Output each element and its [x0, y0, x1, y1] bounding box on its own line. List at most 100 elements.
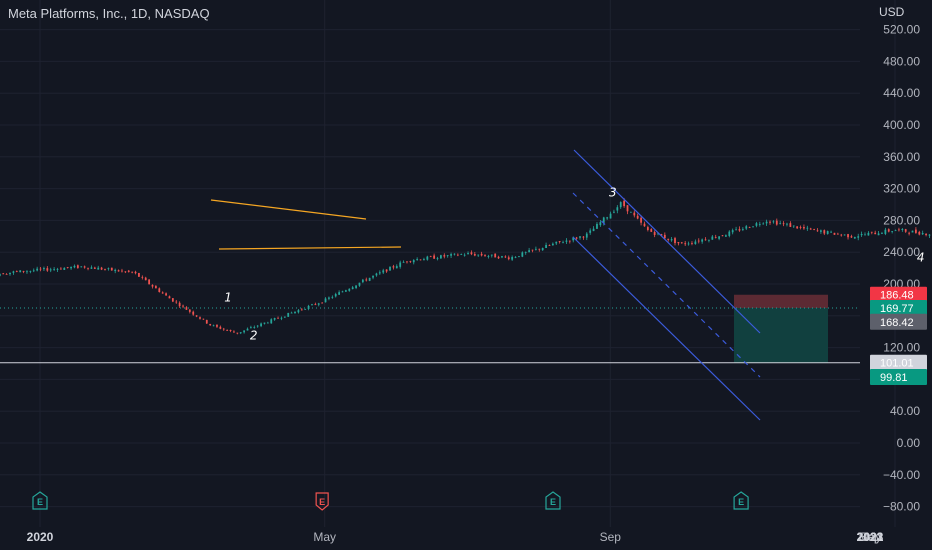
candle-body	[416, 259, 419, 261]
candle-body	[813, 229, 816, 230]
candle-body	[877, 233, 880, 236]
candle-body	[199, 317, 201, 319]
candle-body	[755, 223, 758, 226]
candle-body	[236, 332, 239, 334]
candle-body	[36, 268, 39, 271]
candle-body	[674, 238, 676, 244]
candle-body	[22, 270, 25, 272]
candle-body	[531, 249, 534, 251]
candle-body	[389, 266, 391, 271]
candle-body	[93, 267, 96, 269]
earnings-shape	[545, 491, 561, 510]
candle-body	[460, 254, 463, 256]
candle-body	[524, 252, 527, 253]
candle-body	[630, 211, 632, 213]
candle-body	[823, 230, 826, 234]
candle-body	[263, 322, 266, 324]
candle-body	[117, 270, 120, 272]
earnings-icon[interactable]: E	[545, 491, 561, 510]
candle-body	[151, 284, 154, 287]
candle-body	[504, 256, 507, 258]
candle-body	[205, 319, 208, 324]
candle-body	[406, 261, 408, 263]
candle-body	[541, 248, 544, 251]
candle-body	[216, 324, 218, 327]
candle-body	[395, 266, 398, 269]
candle-body	[908, 232, 911, 234]
earnings-icon[interactable]: E	[32, 491, 48, 510]
candle-body	[745, 226, 748, 229]
candle-body	[843, 234, 846, 236]
candle-body	[704, 239, 707, 241]
candle-body	[633, 212, 636, 216]
candle-body	[535, 248, 537, 250]
y-tick-label: 360.00	[883, 150, 920, 164]
candle-body	[833, 232, 836, 235]
candle-body	[300, 309, 303, 311]
candle-body	[80, 266, 83, 268]
candle-body	[728, 231, 731, 236]
candle-body	[928, 234, 931, 236]
candle-body	[192, 311, 195, 315]
candle-body	[921, 233, 924, 235]
candle-body	[446, 255, 449, 257]
candle-body	[572, 237, 575, 241]
candle-body	[507, 257, 510, 260]
candle-body	[280, 317, 283, 319]
wave-label-4: 4	[917, 251, 925, 265]
y-tick-label: 240.00	[883, 245, 920, 259]
x-tick-label: Sep	[859, 530, 881, 544]
candle-body	[636, 215, 639, 219]
candle-body	[752, 226, 754, 228]
position-zones	[0, 294, 860, 364]
x-tick-label: May	[859, 530, 882, 544]
candle-body	[209, 324, 212, 326]
candle-body	[714, 237, 717, 238]
y-tick-label: 480.00	[883, 54, 920, 68]
candle-body	[358, 282, 361, 286]
price-label-bg	[870, 354, 927, 371]
candle-body	[304, 308, 307, 310]
candle-body	[127, 270, 130, 272]
candle-body	[433, 255, 436, 259]
price-label: 169.77	[880, 303, 914, 315]
x-tick-label: May	[859, 530, 882, 544]
x-tick-label: 2022	[857, 530, 884, 544]
candle-body	[701, 239, 704, 242]
candle-body	[901, 229, 904, 230]
candle-body	[585, 233, 588, 238]
candle-body	[680, 242, 683, 244]
earnings-letter: E	[550, 497, 556, 507]
candle-body	[49, 269, 52, 271]
candle-body	[816, 230, 819, 232]
candle-body	[650, 229, 653, 232]
candle-body	[453, 253, 456, 255]
candle-body	[653, 232, 656, 235]
earnings-shape	[733, 491, 749, 510]
candle-body	[90, 267, 93, 269]
candle-body	[104, 269, 106, 270]
candle-body	[582, 236, 585, 238]
candle-body	[29, 270, 32, 272]
candle-body	[501, 256, 503, 258]
candle-body	[847, 234, 849, 238]
price-axis[interactable]: 520.00 480.00 440.00 400.00 360.00 320.00 280.…	[883, 23, 920, 514]
candle-body	[548, 245, 551, 246]
earnings-icon[interactable]: E	[733, 491, 749, 510]
candle-body	[178, 302, 181, 307]
candle-body	[850, 236, 853, 238]
candle-body	[114, 269, 117, 272]
price-label-bg	[870, 300, 927, 317]
candle-body	[402, 261, 405, 263]
candle-body	[691, 243, 693, 244]
candle-body	[528, 250, 531, 253]
candle-body	[558, 241, 561, 243]
candle-body	[809, 228, 812, 230]
earnings-icon[interactable]: E	[315, 492, 329, 511]
candle-body	[626, 205, 629, 212]
earnings-markers[interactable]: EEEEEEEEEEE	[32, 491, 932, 511]
